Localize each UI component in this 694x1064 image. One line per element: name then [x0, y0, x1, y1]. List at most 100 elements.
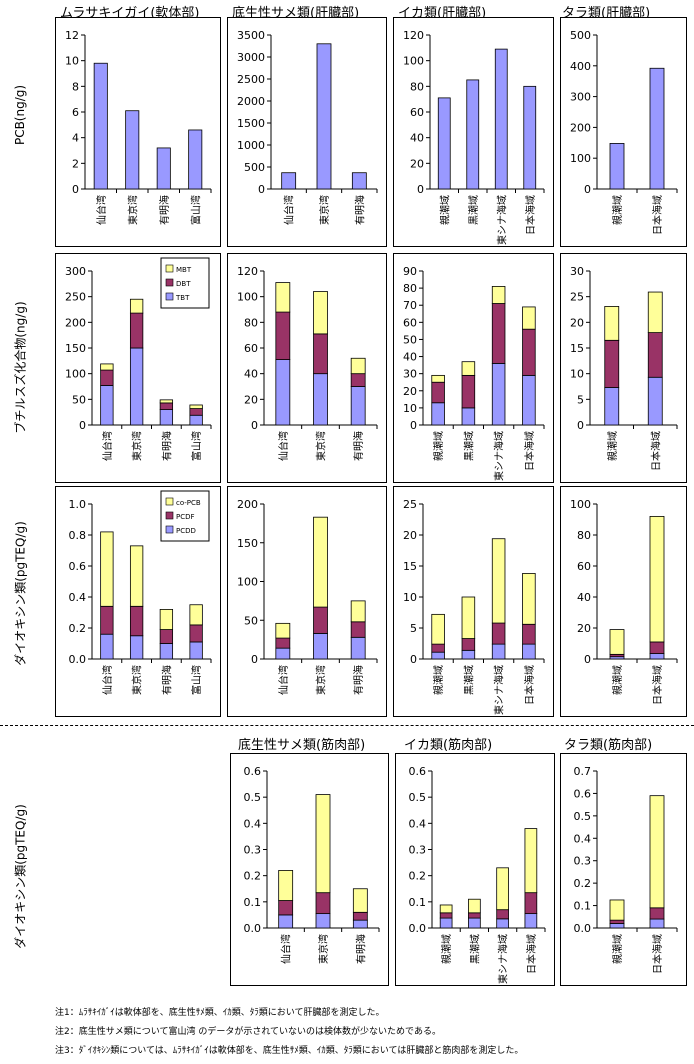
- category-label: 親潮域: [432, 431, 445, 461]
- y-tick-label: 0.2: [409, 870, 427, 883]
- bar-segment-TBT: [350, 386, 366, 426]
- y-tick-label: 15: [403, 560, 417, 573]
- chart-butyltin-cod-liver: 0 5 10 15 20 25 30 親潮域 日本海域: [560, 253, 687, 483]
- y-tick-label: 0.4: [69, 591, 87, 604]
- chart-butyltin-shark-liver: 0 20 40 60 80 100 120 仙台湾 東京湾 有明海: [227, 253, 387, 483]
- y-tick-label: 100: [65, 368, 86, 381]
- y-tick-label: 150: [237, 537, 258, 550]
- y-tick-label: 0.0: [574, 922, 592, 935]
- chart-dioxin-shark-muscle: 0.0 0.1 0.2 0.3 0.4 0.5 0.6 仙台湾 東京湾 有明海: [230, 753, 389, 986]
- bar-segment-PCDD: [350, 636, 366, 660]
- bar-segment-PCDD: [352, 919, 368, 929]
- y-tick-label: 0.0: [244, 922, 262, 935]
- category-label: 日本海域: [525, 934, 538, 974]
- footnote-1: 注1：ﾑﾗｻｷｲｶﾞｲは軟体部を、底生性ｻﾒ類、ｲｶ類、ﾀﾗ類において肝臓部を測…: [55, 1008, 385, 1018]
- y-tick-label: 0.5: [244, 791, 262, 804]
- y-tick-label: 5: [410, 622, 417, 635]
- y-tick-label: 500: [244, 161, 265, 174]
- bar-segment-MBT: [522, 306, 536, 330]
- y-tick-label: 40: [410, 132, 424, 145]
- y-tick-label: 12: [65, 29, 79, 42]
- category-label: 東京湾: [126, 195, 139, 225]
- bar: [494, 48, 508, 190]
- y-tick-label: 25: [570, 291, 584, 304]
- footnote-3: 注3：ﾀﾞｲｵｷｼﾝ類については、ﾑﾗｻｷｲｶﾞｲは軟体部を、底生性ｻﾒ類、ｲｶ…: [55, 1046, 524, 1056]
- y-tick-label: 200: [237, 498, 258, 511]
- chart-pcb-cod-liver: 0 100 200 300 400 500 親潮域 日本海域: [560, 17, 687, 247]
- y-tick-label: 0.1: [574, 900, 592, 913]
- bar-segment-MBT: [313, 291, 328, 335]
- y-tick-label: 0.0: [409, 922, 427, 935]
- bar-segment-PCDD: [100, 633, 114, 660]
- bar-segment-DBT: [129, 312, 144, 349]
- chart-dioxin-cod-muscle: 0.0 0.1 0.2 0.3 0.4 0.5 0.6 0.7 親潮域 日本海域: [560, 753, 687, 986]
- legend-swatch: [165, 511, 174, 520]
- bar-segment-DBT: [275, 311, 291, 360]
- y-tick-label: 0.6: [409, 765, 427, 778]
- y-tick-label: 50: [72, 393, 86, 406]
- y-tick-label: 0: [251, 419, 258, 432]
- y-tick-label: 3000: [237, 51, 265, 64]
- y-tick-label: 120: [403, 29, 424, 42]
- bar: [523, 85, 537, 190]
- bar-segment-PCDF: [439, 912, 453, 919]
- bar-segment-PCDF: [350, 621, 366, 638]
- bar: [609, 143, 625, 190]
- y-tick-label: 0: [410, 419, 417, 432]
- bar-segment-co-PCB: [468, 898, 481, 914]
- y-tick-label: 0.2: [244, 870, 262, 883]
- y-tick-label: 0.6: [574, 787, 592, 800]
- bar: [649, 67, 665, 190]
- y-tick-label: 80: [403, 282, 417, 295]
- bar-segment-TBT: [313, 373, 328, 426]
- category-label: 東シナ海域: [497, 934, 510, 984]
- bar-segment-PCDD: [468, 917, 481, 929]
- bar: [437, 97, 451, 190]
- y-tick-label: 0: [251, 653, 258, 666]
- category-label: 仙台湾: [277, 665, 290, 695]
- y-tick-label: 0.3: [574, 855, 592, 868]
- chart-butyltin-mussel: 0 50 100 150 200 250 300 仙台湾 東京湾 有明海 富山湾 MBT DBT TBT: [55, 253, 221, 483]
- bar-segment-PCDF: [159, 629, 174, 644]
- category-label: 親潮域: [438, 195, 451, 225]
- y-tick-label: 25: [403, 498, 417, 511]
- panel-frame: [560, 753, 687, 986]
- chart-dioxin-cod-liver: 0 20 40 60 80 100 親潮域 日本海域: [560, 486, 687, 717]
- y-tick-label: 70: [403, 299, 417, 312]
- legend-swatch: [165, 264, 174, 273]
- bar-segment-PCDF: [649, 641, 665, 654]
- bar: [281, 172, 297, 190]
- bar-segment-PCDF: [649, 907, 665, 920]
- y-tick-label: 60: [577, 560, 591, 573]
- y-tick-label: 0.2: [574, 877, 592, 890]
- row-label-dioxin-muscle: ダイオキシン類(pgTEQ/g): [13, 804, 28, 949]
- bar-segment-TBT: [522, 374, 536, 426]
- y-tick-label: 80: [244, 316, 258, 329]
- section-divider: [0, 725, 694, 726]
- y-tick-label: 1000: [237, 139, 265, 152]
- y-tick-label: 0.5: [574, 810, 592, 823]
- chart-dioxin-shark-liver: 0 50 100 150 200 仙台湾 東京湾 有明海: [227, 486, 387, 717]
- y-tick-label: 40: [577, 591, 591, 604]
- bar-segment-PCDD: [313, 633, 328, 660]
- category-label: 東京湾: [318, 195, 331, 225]
- y-tick-label: 10: [403, 591, 417, 604]
- category-label: 日本海域: [523, 431, 536, 471]
- y-tick-label: 0.1: [409, 896, 427, 909]
- panel-frame: [560, 486, 687, 717]
- category-label: 東シナ海域: [495, 195, 508, 245]
- y-tick-label: 120: [237, 265, 258, 278]
- y-tick-label: 0.6: [69, 560, 87, 573]
- y-tick-label: 0.7: [574, 765, 592, 778]
- category-label: 有明海: [352, 665, 365, 695]
- bar-segment-co-PCB: [439, 904, 453, 914]
- bar-segment-PCDF: [278, 900, 294, 916]
- category-label: 有明海: [353, 195, 366, 225]
- bar-segment-co-PCB: [649, 515, 665, 643]
- y-tick-label: 20: [577, 622, 591, 635]
- y-tick-label: 30: [570, 265, 584, 278]
- bar-segment-MBT: [275, 282, 291, 313]
- category-label: 東シナ海域: [493, 431, 506, 481]
- bar-segment-PCDD: [649, 918, 665, 929]
- bar-segment-co-PCB: [491, 538, 506, 624]
